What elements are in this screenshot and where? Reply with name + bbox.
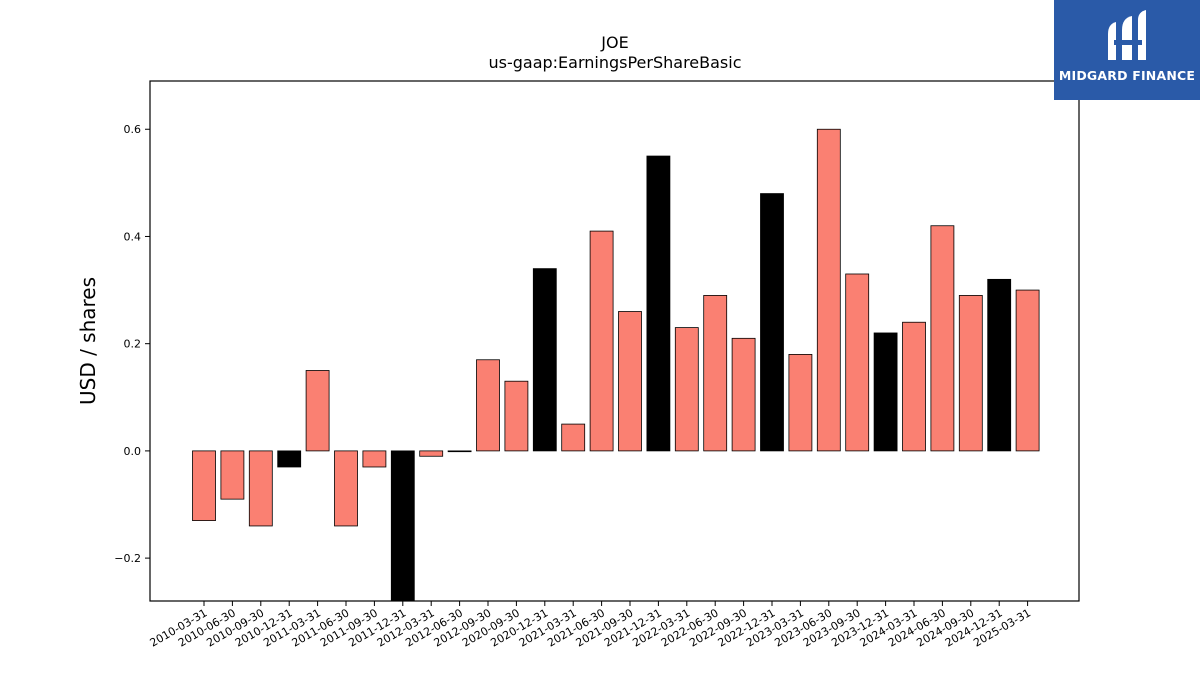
bar-2012-06-30: [447, 450, 472, 453]
bar-2024-06-30: [930, 225, 955, 452]
chart-subtitle: us-gaap:EarningsPerShareBasic: [488, 53, 741, 72]
bar-2024-09-30: [958, 295, 983, 452]
y-tick-label: 0.6: [124, 123, 142, 136]
bar-2025-03-31: [1015, 289, 1040, 452]
y-tick-label: 0.2: [124, 338, 142, 351]
bar-2010-06-30: [220, 450, 245, 500]
bar-2021-06-30: [589, 230, 614, 452]
bar-2011-09-30: [362, 450, 387, 468]
bar-2022-12-31: [760, 193, 784, 452]
brand-logo-text: MIDGARD FINANCE: [1058, 68, 1196, 83]
bar-2022-06-30: [703, 295, 728, 452]
midgard-logo-icon: [1108, 10, 1146, 60]
bar-2023-06-30: [816, 128, 841, 452]
x-axis: 2010-03-312010-06-302010-09-302010-12-31…: [148, 601, 1033, 650]
bar-2012-03-31: [419, 450, 444, 457]
bar-2022-09-30: [731, 337, 756, 452]
bar-2024-03-31: [902, 321, 926, 452]
bar-2021-12-31: [646, 155, 671, 452]
bar-2010-09-30: [248, 450, 273, 527]
chart-title: JOE: [600, 33, 628, 52]
bar-2020-12-31: [532, 268, 557, 452]
brand-logo: MIDGARD FINANCE: [1054, 0, 1200, 100]
y-tick-label: −0.2: [114, 552, 141, 565]
bar-2023-12-31: [873, 332, 898, 452]
bar-2021-03-31: [561, 423, 586, 452]
plot-frame: [149, 80, 1080, 602]
bar-2011-12-31: [390, 450, 415, 602]
y-axis: −0.2 0.0 0.2 0.4 0.6: [114, 123, 150, 565]
bar-2010-12-31: [277, 450, 302, 468]
y-tick-label: 0.0: [124, 445, 142, 458]
bar-2020-09-30: [504, 380, 529, 452]
bar-2010-03-31: [192, 450, 216, 521]
bar-2023-09-30: [845, 273, 870, 452]
bar-2022-03-31: [674, 327, 699, 452]
bar-2023-03-31: [788, 354, 813, 452]
y-axis-label: USD / shares: [76, 277, 100, 405]
bars-group: [192, 128, 1040, 602]
bar-2011-06-30: [334, 450, 358, 527]
bar-2021-09-30: [618, 311, 642, 452]
y-tick-label: 0.4: [124, 230, 142, 243]
bar-2012-09-30: [476, 359, 500, 452]
bar-2011-03-31: [305, 370, 330, 452]
bar-2024-12-31: [987, 278, 1012, 452]
